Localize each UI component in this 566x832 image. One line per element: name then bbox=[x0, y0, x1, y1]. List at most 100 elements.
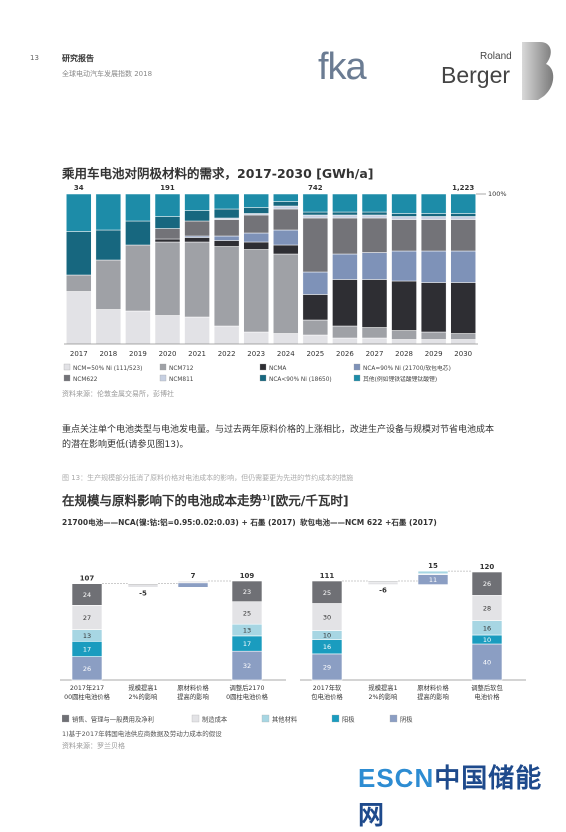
figure2-footnote: 1)基于2017年韩国电池供应商数据及劳动力成本的假设 bbox=[62, 730, 222, 738]
figure1-source: 资料来源：伦敦金属交易所，彭博社 bbox=[62, 390, 174, 398]
bar-segment bbox=[243, 193, 269, 208]
legend-label: NCA<90% Ni (18650) bbox=[269, 377, 332, 383]
bar-segment bbox=[332, 279, 358, 327]
figure1-title: 乘用车电池对阴极材料的需求，2017-2030 [GWh/a] bbox=[62, 166, 374, 181]
waterfall-segment bbox=[127, 583, 159, 585]
category-label-line2: 2%的影响 bbox=[369, 692, 398, 701]
bar-segment bbox=[361, 252, 388, 280]
figure2-title-sup: 1) bbox=[262, 493, 271, 502]
bar-segment bbox=[154, 241, 181, 316]
bar-segment bbox=[213, 235, 240, 241]
bar-segment bbox=[361, 217, 388, 253]
category-label-line1: 2017年软 bbox=[313, 683, 342, 692]
bar-segment bbox=[213, 240, 240, 247]
bar-segment bbox=[66, 231, 92, 276]
bar-segment bbox=[420, 193, 447, 214]
figure2-title-text: 在规模与原料影响下的电池成本走势 bbox=[62, 493, 263, 508]
bar-segment bbox=[154, 216, 181, 229]
bar-segment bbox=[66, 274, 92, 292]
stack-total-label: 111 bbox=[320, 572, 335, 580]
legend-swatch bbox=[259, 363, 267, 371]
bar-segment bbox=[213, 193, 240, 210]
legend-label: 其他材料 bbox=[272, 715, 298, 724]
stack-total-label: 15 bbox=[428, 562, 438, 570]
bar-segment bbox=[332, 325, 358, 339]
bar-segment bbox=[273, 333, 299, 345]
roland-berger-b-mark-icon bbox=[522, 42, 554, 100]
bar-segment bbox=[213, 325, 240, 345]
report-subtitle: 全球电动汽车发展指数 2018 bbox=[62, 70, 153, 78]
bar-total-label: 1,223 bbox=[452, 184, 474, 192]
segment-value-label: 23 bbox=[243, 588, 251, 596]
legend-label: NCMA bbox=[269, 366, 286, 372]
x-tick-label: 2019 bbox=[129, 350, 147, 358]
bar-segment bbox=[273, 208, 299, 231]
bar-segment bbox=[361, 193, 388, 213]
segment-value-label: 16 bbox=[323, 643, 331, 651]
bar-segment bbox=[361, 279, 388, 328]
report-label: 研究报告 bbox=[62, 54, 94, 63]
bar-total-label: 191 bbox=[160, 184, 175, 192]
legend-swatch bbox=[353, 374, 361, 382]
chart-pouch-title: 软包电池——NCM 622 +石墨 (2017) bbox=[300, 518, 437, 527]
segment-value-label: 26 bbox=[483, 580, 491, 588]
bar-segment bbox=[391, 213, 417, 217]
segment-value-label: 13 bbox=[243, 627, 251, 635]
bar-segment bbox=[420, 219, 447, 252]
category-label-line2: 提高的影响 bbox=[177, 692, 208, 701]
segment-value-label: 26 bbox=[83, 665, 91, 673]
bar-segment bbox=[184, 210, 210, 222]
bar-segment bbox=[450, 213, 476, 217]
bar-segment bbox=[361, 337, 388, 345]
x-tick-label: 2021 bbox=[188, 350, 206, 358]
category-label-line1: 规模提高1 bbox=[368, 683, 397, 692]
bar-segment bbox=[391, 216, 417, 220]
bar-segment bbox=[391, 330, 417, 340]
stack-delta-label: -5 bbox=[139, 589, 147, 597]
x-tick-label: 2024 bbox=[277, 350, 295, 358]
bar-segment bbox=[125, 244, 151, 312]
bar-segment bbox=[391, 193, 417, 214]
bar-segment bbox=[450, 250, 476, 283]
bar-segment bbox=[450, 216, 476, 220]
bar-segment bbox=[302, 193, 329, 213]
bar-segment bbox=[332, 193, 358, 213]
stack-total-label: 120 bbox=[480, 563, 495, 571]
legend-swatch bbox=[62, 714, 70, 723]
bar-segment bbox=[125, 310, 151, 345]
bar-segment bbox=[273, 193, 299, 202]
roland-berger-logo-line2: Berger bbox=[441, 62, 511, 88]
cathode-demand-chart: 2017 34 2018 2019 2020 191 2021 2022 2023 2024 202… bbox=[63, 184, 507, 383]
segment-value-label: 10 bbox=[323, 632, 331, 640]
bar-segment bbox=[391, 280, 417, 331]
bar-segment bbox=[302, 214, 329, 219]
segment-value-label: 32 bbox=[243, 662, 251, 670]
category-label-line2: 提高的影响 bbox=[417, 692, 448, 701]
segment-value-label: 17 bbox=[243, 640, 251, 648]
legend-swatch bbox=[63, 374, 71, 382]
bar-segment bbox=[154, 193, 181, 217]
bar-segment bbox=[450, 333, 476, 340]
bar-segment bbox=[243, 241, 269, 250]
fka-logo-text: fka bbox=[318, 46, 367, 88]
bar-segment bbox=[95, 259, 122, 310]
segment-value-label: 28 bbox=[483, 605, 491, 613]
waterfall-segment bbox=[231, 580, 263, 603]
legend-label: NCM712 bbox=[169, 366, 194, 372]
escn-watermark: ESCN中国储能网 bbox=[358, 758, 566, 832]
body-paragraph: 重点关注单个电池类型与电池发电量。与过去两年原料价格的上涨相比，改进生产设备与规… bbox=[62, 425, 495, 450]
segment-value-label: 25 bbox=[243, 609, 251, 617]
segment-value-label: 10 bbox=[483, 636, 491, 644]
bar-segment bbox=[361, 214, 388, 219]
bar-segment bbox=[184, 316, 210, 345]
waterfall-segment bbox=[127, 584, 159, 588]
bar-total-label: 742 bbox=[308, 184, 323, 192]
bar-segment bbox=[125, 193, 151, 222]
bar-segment bbox=[332, 217, 358, 255]
legend-swatch bbox=[159, 374, 167, 382]
segment-value-label: 30 bbox=[323, 614, 331, 622]
waterfall-segment bbox=[367, 581, 399, 585]
escn-watermark-latin: ESCN bbox=[358, 763, 435, 793]
waterfall-segment bbox=[311, 580, 343, 604]
